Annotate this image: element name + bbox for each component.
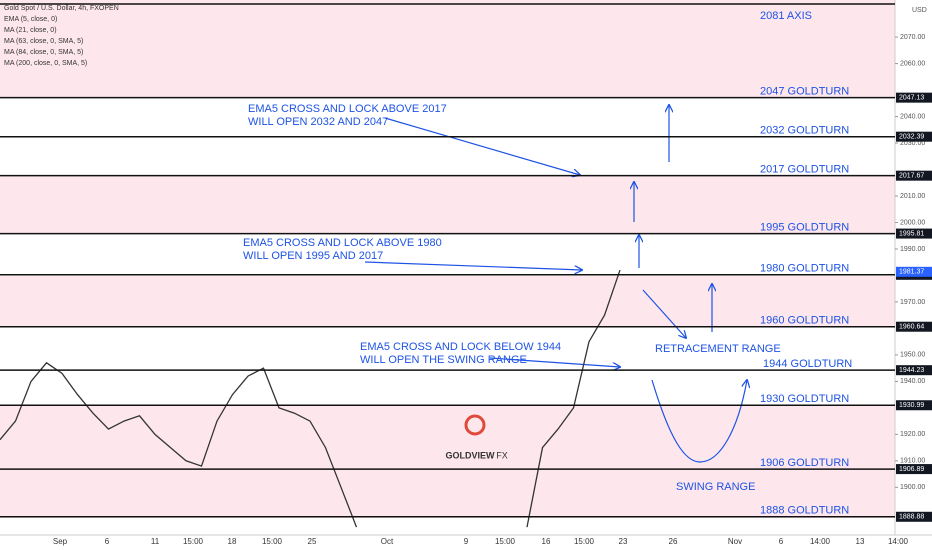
y-tick-label: 1990.00 xyxy=(900,246,925,253)
y-tick-label: 1970.00 xyxy=(900,299,925,306)
logo-text: GOLDVIEW xyxy=(446,450,496,460)
last-price-text: 1981.37 xyxy=(899,269,924,276)
legend-item: EMA (5, close, 0) xyxy=(4,16,57,23)
x-tick-label: 15:00 xyxy=(262,537,283,546)
level-label: 1888 GOLDTURN xyxy=(760,505,849,517)
logo-icon xyxy=(464,414,486,436)
level-label: 1995 GOLDTURN xyxy=(760,221,849,233)
currency: USD xyxy=(912,7,927,14)
x-tick-label: 15:00 xyxy=(574,537,595,546)
legend-item: MA (63, close, 0, SMA, 5) xyxy=(4,38,83,45)
legend-item: MA (84, close, 0, SMA, 5) xyxy=(4,49,83,56)
x-tick-label: Sep xyxy=(53,537,68,546)
level-label: 1906 GOLDTURN xyxy=(760,457,849,469)
y-tick-label: 1940.00 xyxy=(900,378,925,385)
zone xyxy=(0,175,895,233)
arrow xyxy=(642,289,686,338)
y-tick-label: 1920.00 xyxy=(900,431,925,438)
annotation: EMA5 CROSS AND LOCK ABOVE 1980 xyxy=(243,237,442,249)
arrow xyxy=(364,261,582,270)
level-label: 1930 GOLDTURN xyxy=(760,393,849,405)
x-tick-label: 9 xyxy=(464,537,469,546)
y-tick-label: 2010.00 xyxy=(900,193,925,200)
y-tick-label: 2040.00 xyxy=(900,113,925,120)
annotation: EMA5 CROSS AND LOCK ABOVE 2017 xyxy=(248,103,447,115)
x-tick-label: 16 xyxy=(542,537,551,546)
x-tick-label: 13 xyxy=(856,537,865,546)
x-tick-label: 15:00 xyxy=(183,537,204,546)
y-tick-label: 2030.00 xyxy=(900,140,925,147)
annotation: SWING RANGE xyxy=(676,481,755,493)
x-tick-label: 23 xyxy=(619,537,628,546)
x-tick-label: 6 xyxy=(779,537,784,546)
annotations xyxy=(364,105,747,463)
level-label: 2081 AXIS xyxy=(760,10,812,22)
price-badge xyxy=(896,92,932,103)
zones xyxy=(0,0,895,518)
legend: Gold Spot / U.S. Dollar, 4h, FXOPEN EMA … xyxy=(4,5,119,67)
last-price-badge xyxy=(896,266,932,277)
x-tick-label: Oct xyxy=(381,537,394,546)
price-badge-text: 1930.99 xyxy=(899,402,924,409)
logo-text: FX xyxy=(496,450,508,460)
annotation: WILL OPEN 1995 AND 2017 xyxy=(243,250,383,262)
price-badge xyxy=(896,511,932,522)
price-badge-text: 1995.81 xyxy=(899,230,924,237)
price-badge xyxy=(896,228,932,239)
logo: GOLDVIEW FX xyxy=(446,414,508,460)
price-badge-text: 1944.23 xyxy=(899,367,924,374)
level-label: 2047 GOLDTURN xyxy=(760,86,849,98)
legend-item: MA (21, close, 0) xyxy=(4,27,57,34)
annotation: RETRACEMENT RANGE xyxy=(655,343,781,355)
annotation: WILL OPEN 2032 AND 2047 xyxy=(248,116,388,128)
x-tick-label: 11 xyxy=(151,537,160,546)
price-badge-text: 1888.88 xyxy=(899,514,924,521)
y-tick-label: 1910.00 xyxy=(900,458,925,465)
x-tick-label: 18 xyxy=(228,537,237,546)
legend-item: Gold Spot / U.S. Dollar, 4h, FXOPEN xyxy=(4,5,119,12)
y-tick-label: 1900.00 xyxy=(900,484,925,491)
y-tick-label: 2000.00 xyxy=(900,219,925,226)
x-tick-label: 6 xyxy=(105,537,110,546)
price-badge-text: 1906.89 xyxy=(899,466,924,473)
legend-item: MA (200, close, 0, SMA, 5) xyxy=(4,60,87,67)
x-tick-label: 14:00 xyxy=(888,537,909,546)
annotation: WILL OPEN THE SWING RANGE xyxy=(360,354,527,366)
level-label: 2017 GOLDTURN xyxy=(760,164,849,176)
y-tick-label: 1950.00 xyxy=(900,352,925,359)
x-tick-label: 26 xyxy=(669,537,678,546)
y-tick-label: 2070.00 xyxy=(900,34,925,41)
price-badge-text: 2017.67 xyxy=(899,173,924,180)
level-label: 2032 GOLDTURN xyxy=(760,125,849,137)
price-badge xyxy=(896,464,932,475)
x-tick-label: 14:00 xyxy=(810,537,831,546)
x-tick-label: 15:00 xyxy=(495,537,516,546)
price-badge xyxy=(896,170,932,181)
zone xyxy=(0,405,895,518)
annotation: EMA5 CROSS AND LOCK BELOW 1944 xyxy=(360,341,561,353)
y-tick-label: 2060.00 xyxy=(900,60,925,67)
x-tick-label: 25 xyxy=(308,537,317,546)
price-badge-text: 2032.39 xyxy=(899,134,924,141)
level-label: 1960 GOLDTURN xyxy=(760,315,849,327)
price-line xyxy=(0,269,621,528)
price-badge xyxy=(896,400,932,411)
arrow xyxy=(489,357,620,367)
price-badge xyxy=(896,131,932,142)
zone xyxy=(0,276,895,327)
arrow-curve xyxy=(651,380,747,463)
arrow xyxy=(384,117,580,175)
zone xyxy=(0,0,895,98)
level-label: 1944 GOLDTURN xyxy=(763,358,852,370)
price-badge xyxy=(896,321,932,332)
price-badge-text: 2047.13 xyxy=(899,94,924,101)
level-label: 1980 GOLDTURN xyxy=(760,263,849,275)
x-tick-label: Nov xyxy=(728,537,742,546)
price-badge-text: 1960.64 xyxy=(899,324,924,331)
price-badge xyxy=(896,365,932,376)
